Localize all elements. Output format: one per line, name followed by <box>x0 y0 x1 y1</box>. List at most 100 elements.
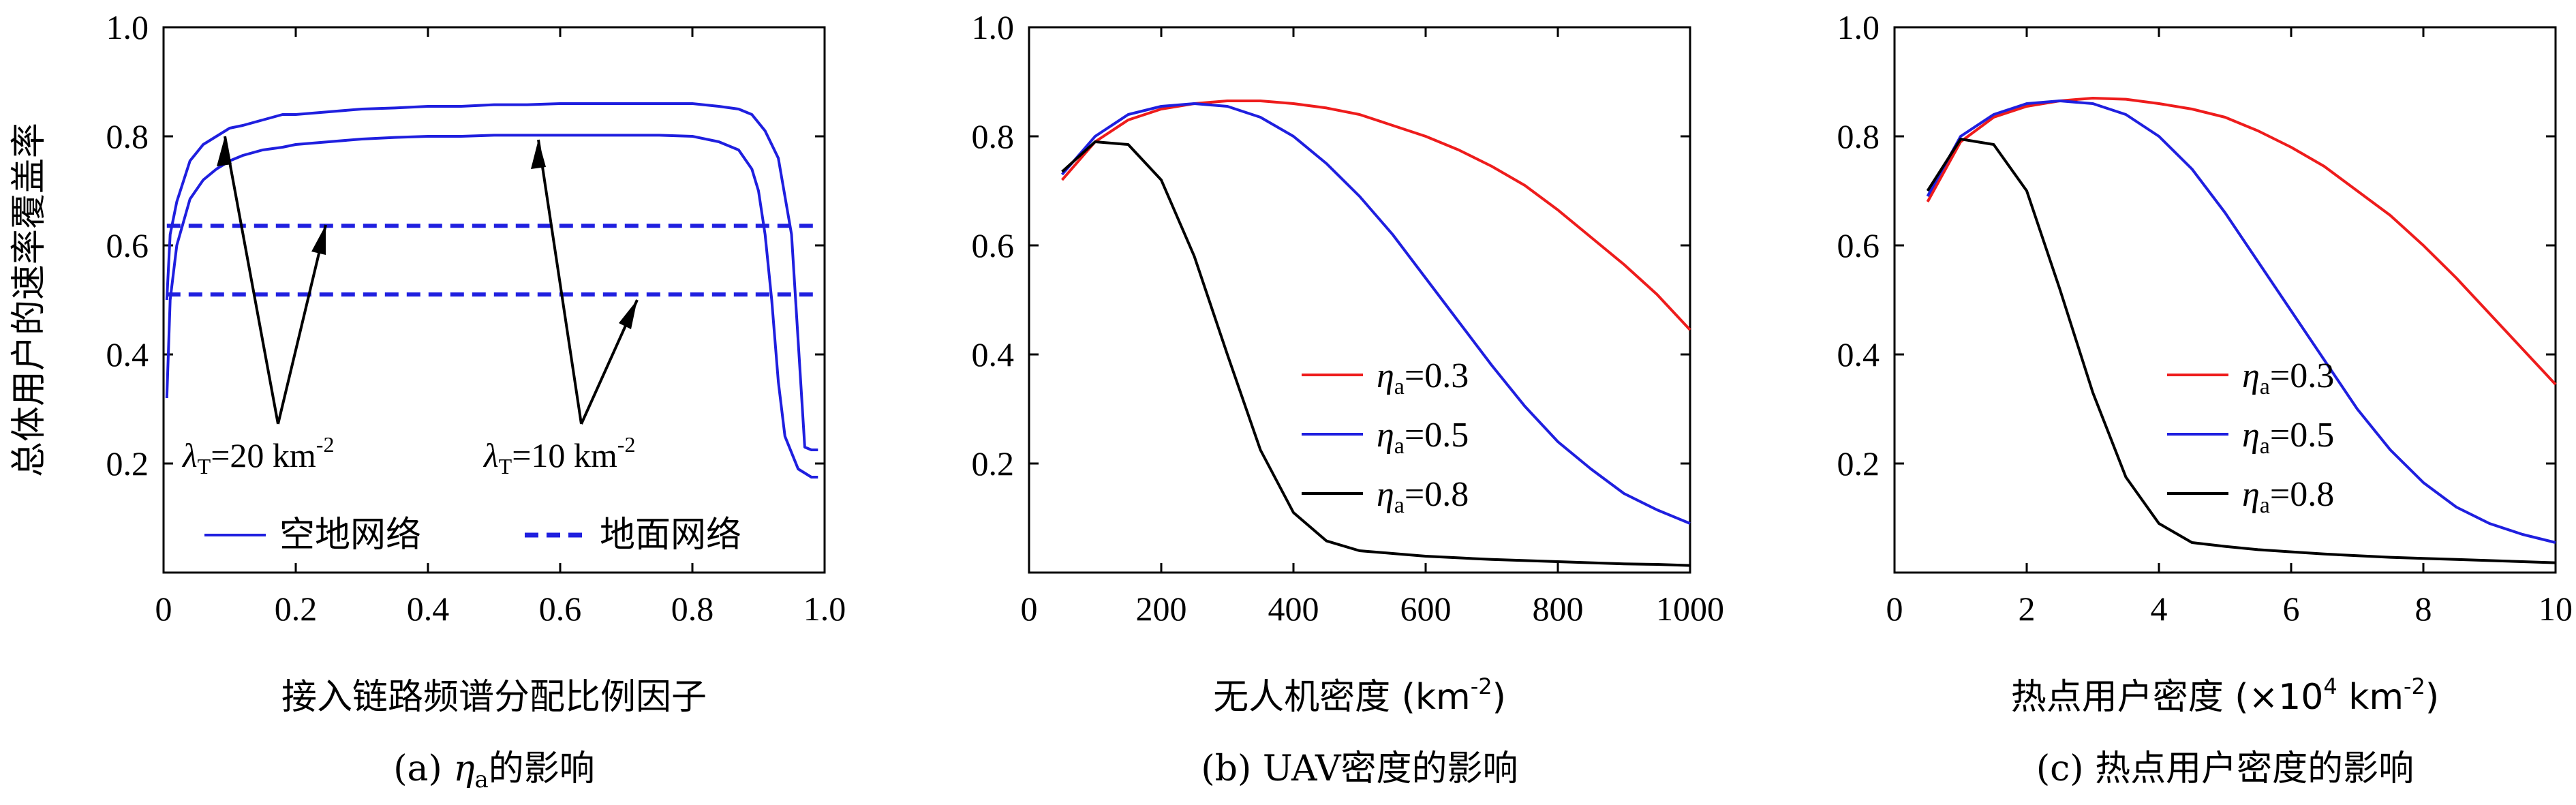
arrow-2a <box>537 139 583 425</box>
y-tick-label: 0.4 <box>1837 335 1880 374</box>
panel-c-caption: (c) 热点用户密度的影响 <box>2036 748 2414 789</box>
annotation-1-lambda: λ <box>181 436 198 474</box>
panel-b-xlabel: 无人机密度 (km-2) <box>1213 673 1506 718</box>
series-line-3 <box>1061 140 1691 567</box>
panel-a-caption-prefix: (a) <box>393 748 453 789</box>
y-tick-label: 0.6 <box>106 226 149 264</box>
annotation-1-text: =20 km <box>211 436 316 474</box>
panel-a-caption-sub: a <box>474 766 488 793</box>
legend-label-1: ηa=0.3 <box>1377 356 1469 399</box>
panel-b-xlabel-sup: -2 <box>1471 673 1492 699</box>
panel-a-caption: (a) ηa的影响 <box>393 748 595 793</box>
panel-a-xlabel: 接入链路频谱分配比例因子 <box>281 677 707 718</box>
x-tick-label: 0.4 <box>407 590 450 628</box>
x-tick-label: 0.8 <box>671 590 714 628</box>
x-tick-label: 600 <box>1400 590 1452 628</box>
annotation-1-sub: T <box>198 454 211 479</box>
panel-c-xlabel-sup1: 4 <box>2323 673 2337 699</box>
panel-b: 0 200 400 600 800 1000 0.2 0.4 0.6 0.8 1.0 无人机密度 … <box>972 8 1725 789</box>
y-tick-label: 0.8 <box>106 117 149 155</box>
y-tick-label: 0.4 <box>972 335 1015 374</box>
panel-c-legend: ηa=0.3 ηa=0.5 ηa=0.8 <box>2167 356 2334 518</box>
panel-c-xlabel-end: ) <box>2425 677 2439 718</box>
panel-c-xlabel-mid: km <box>2337 677 2404 718</box>
y-tick-label: 0.8 <box>972 117 1015 155</box>
panel-a-x-ticks: 0 0.2 0.4 0.6 0.8 1.0 <box>155 27 846 628</box>
x-tick-label: 10 <box>2539 590 2573 628</box>
x-tick-label: 0 <box>1021 590 1038 628</box>
panel-b-xlabel-end: ) <box>1492 677 1506 718</box>
panel-c: 0 2 4 6 8 10 0.20.40.60.81.0 热点用户密度 (×104 km-… <box>1837 8 2573 789</box>
arrow-head-2b <box>619 300 637 329</box>
panel-a-series <box>165 102 818 479</box>
x-tick-label: 6 <box>2283 590 2300 628</box>
arrow-head-2a <box>531 140 546 169</box>
legend-label-3: ηa=0.8 <box>1377 475 1469 518</box>
panel-c-series <box>1926 97 2557 564</box>
y-tick-label: 0.6 <box>1837 226 1880 264</box>
y-tick-label: 0.2 <box>972 444 1015 483</box>
x-tick-label: 200 <box>1136 590 1187 628</box>
legend-label-3: ηa=0.8 <box>2242 475 2334 518</box>
panel-b-legend: ηa=0.3 ηa=0.5 ηa=0.8 <box>1302 356 1469 518</box>
panel-a-annotation-2: λT=10 km-2 <box>482 432 635 479</box>
x-tick-label: 800 <box>1533 590 1584 628</box>
series-line-1 <box>1926 97 2557 386</box>
panel-a-y-ticks: 0.2 0.4 0.6 0.8 1.0 <box>106 8 825 483</box>
series-line-1 <box>1060 100 1691 331</box>
panel-a: 0 0.2 0.4 0.6 0.8 1.0 0.2 0.4 0.6 0.8 1.0 总体用户的速率… <box>9 8 846 793</box>
panel-b-xlabel-main: 无人机密度 (km <box>1213 677 1471 718</box>
arrow-1a <box>224 136 279 425</box>
panel-c-y-ticks: 0.2 0.4 0.6 0.8 1.0 <box>1837 8 2556 483</box>
panel-b-y-ticks: 0.2 0.4 0.6 0.8 1.0 <box>972 8 1690 483</box>
x-tick-label: 0 <box>1886 590 1903 628</box>
annotation-2-lambda: λ <box>482 436 499 474</box>
panel-b-caption: (b) UAV密度的影响 <box>1201 748 1518 789</box>
panel-c-xlabel-sup: -2 <box>2404 673 2425 699</box>
legend-label-2: ηa=0.5 <box>2242 416 2334 459</box>
series-line-1 <box>165 102 818 451</box>
panel-b-frame <box>1028 26 1691 574</box>
x-tick-label: 400 <box>1268 590 1319 628</box>
y-tick-label: 0.4 <box>106 335 149 374</box>
x-tick-label: 0 <box>155 590 172 628</box>
x-tick-label: 1000 <box>1656 590 1724 628</box>
legend-label-air-ground: 空地网络 <box>279 515 421 556</box>
x-tick-label: 2 <box>2019 590 2036 628</box>
panel-a-ylabel: 总体用户的速率覆盖率 <box>9 123 50 477</box>
x-tick-label: 1.0 <box>803 590 846 628</box>
series-line-2 <box>1926 100 2556 544</box>
panel-c-x-ticks: 0 2 4 6 8 10 <box>1886 27 2573 628</box>
x-tick-label: 0.2 <box>275 590 318 628</box>
series-line-2 <box>165 134 818 479</box>
annotation-1-sup: -2 <box>316 432 335 457</box>
series-line-2 <box>1060 102 1691 525</box>
arrow-head-1a <box>217 136 232 166</box>
panel-c-xlabel-main: 热点用户密度 (×10 <box>2011 677 2324 718</box>
panel-a-legend: 空地网络 地面网络 <box>204 515 741 556</box>
legend-label-ground: 地面网络 <box>600 515 741 556</box>
arrow-1b <box>277 224 327 425</box>
annotation-2-sub: T <box>499 454 512 479</box>
y-tick-label: 0.2 <box>106 444 149 483</box>
y-tick-label: 0.6 <box>972 226 1015 264</box>
y-tick-label: 1.0 <box>972 8 1015 46</box>
panel-a-caption-var: η <box>453 748 474 789</box>
arrow-head-1b <box>311 225 326 255</box>
annotation-2-sup: -2 <box>617 432 636 457</box>
panel-a-caption-suffix: 的影响 <box>489 748 595 789</box>
panel-c-frame <box>1893 26 2557 574</box>
annotation-2-text: =10 km <box>512 436 617 474</box>
legend-label-1: ηa=0.3 <box>2242 356 2334 399</box>
panel-a-annotation-arrows <box>224 136 639 425</box>
y-tick-label: 0.8 <box>1837 117 1880 155</box>
legend-label-2: ηa=0.5 <box>1377 416 1469 459</box>
y-tick-label: 1.0 <box>106 8 149 46</box>
x-tick-label: 8 <box>2415 590 2432 628</box>
y-tick-label: 1.0 <box>1837 8 1880 46</box>
panel-a-arrow-heads <box>217 136 637 329</box>
y-tick-label: 0.2 <box>1837 444 1880 483</box>
x-tick-label: 0.6 <box>539 590 582 628</box>
panel-a-frame <box>162 26 826 574</box>
